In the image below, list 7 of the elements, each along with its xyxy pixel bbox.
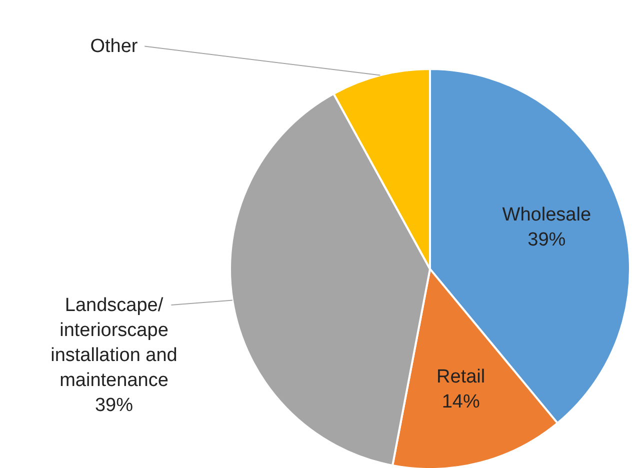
slice-label: Retail (436, 366, 486, 388)
slice-label: Wholesale (502, 204, 592, 225)
data-label: 39% (528, 228, 566, 250)
data-label: 39% (94, 394, 134, 416)
data-label: 14% (442, 391, 480, 412)
slice-label: Landscape/interiorscape installation and maintenance (50, 294, 178, 390)
slice-label: Other (90, 36, 138, 57)
